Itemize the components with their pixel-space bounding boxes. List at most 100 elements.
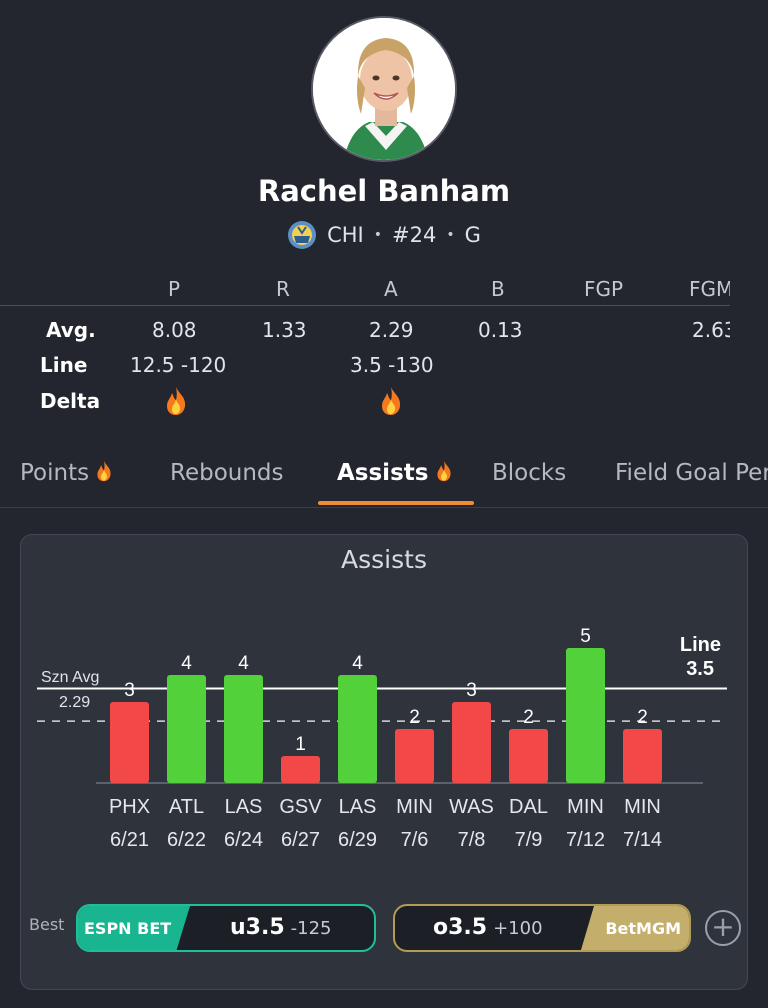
x-tick-date: 6/21 bbox=[110, 829, 149, 851]
bar-dal-7[interactable] bbox=[509, 729, 548, 783]
x-tick-opponent: MIN bbox=[396, 796, 433, 818]
x-tick-opponent: PHX bbox=[109, 796, 150, 818]
season-avg-value: 2.29 bbox=[59, 694, 90, 711]
stats-table-header: P R A B FGP FGM bbox=[0, 276, 730, 306]
column-header-p: P bbox=[168, 277, 181, 301]
bar-las-2[interactable] bbox=[224, 675, 263, 783]
assists-chart-card: Assists Szn Avg 2.29 Line 3.5 3 PHX 6/21 4 A… bbox=[20, 534, 748, 990]
stats-row-delta: Delta bbox=[0, 386, 730, 420]
bar-value-label: 2 bbox=[523, 707, 534, 728]
bar-value-label: 2 bbox=[409, 707, 420, 728]
player-avatar bbox=[311, 16, 457, 162]
x-tick-opponent: MIN bbox=[567, 796, 604, 818]
player-name: Rachel Banham bbox=[257, 174, 511, 208]
over-line: o3.5 bbox=[433, 915, 488, 940]
x-tick-date: 7/8 bbox=[458, 829, 486, 851]
bar-value-label: 5 bbox=[580, 626, 591, 647]
player-position: G bbox=[464, 223, 481, 247]
fire-icon bbox=[437, 460, 452, 482]
tab-points[interactable]: Points bbox=[20, 460, 112, 486]
column-header-fgp: FGP bbox=[584, 277, 624, 301]
x-tick-date: 7/12 bbox=[566, 829, 605, 851]
x-tick-opponent: LAS bbox=[225, 796, 263, 818]
chart-title: Assists bbox=[341, 545, 427, 574]
x-tick-opponent: MIN bbox=[624, 796, 661, 818]
espn-bet-badge: ESPN BET bbox=[78, 906, 190, 950]
over-odds-button[interactable]: o3.5 +100 BetMGM bbox=[393, 904, 691, 952]
tab-rebounds[interactable]: Rebounds bbox=[170, 460, 284, 486]
bar-min-9[interactable] bbox=[623, 729, 662, 783]
line-value: 3.5 bbox=[686, 658, 714, 680]
under-odds-button[interactable]: ESPN BET u3.5 -125 bbox=[76, 904, 376, 952]
x-tick-opponent: LAS bbox=[339, 796, 377, 818]
fire-icon bbox=[97, 460, 112, 482]
column-header-fgm: FGM bbox=[689, 277, 730, 301]
tab-field-goal-percentage[interactable]: Field Goal Percentage bbox=[615, 460, 768, 486]
under-odds-text: u3.5 -125 bbox=[230, 915, 332, 940]
x-tick-date: 7/6 bbox=[401, 829, 429, 851]
fire-icon bbox=[167, 387, 186, 415]
bar-min-5[interactable] bbox=[395, 729, 434, 783]
bar-gsv-3[interactable] bbox=[281, 756, 320, 783]
column-header-r: R bbox=[276, 277, 290, 301]
tab-rebounds-label: Rebounds bbox=[170, 460, 284, 486]
season-avg-label: Szn Avg bbox=[41, 669, 99, 686]
stat-tabs: Points Rebounds Assists Blocks Field Goa… bbox=[0, 446, 768, 508]
jersey-number: #24 bbox=[392, 223, 437, 247]
under-price: -125 bbox=[290, 918, 332, 939]
add-bet-button[interactable]: + bbox=[705, 910, 741, 946]
bar-value-label: 3 bbox=[466, 680, 477, 701]
x-tick-date: 6/24 bbox=[224, 829, 263, 851]
tab-assists[interactable]: Assists bbox=[337, 460, 452, 486]
active-tab-indicator bbox=[318, 501, 474, 505]
bar-was-6[interactable] bbox=[452, 702, 491, 783]
column-header-a: A bbox=[384, 277, 398, 301]
avg-fgm: 2.63 bbox=[692, 318, 730, 342]
x-tick-opponent: ATL bbox=[169, 796, 204, 818]
stats-row-avg: Avg. 8.08 1.33 2.29 0.13 2.63 bbox=[0, 318, 730, 346]
separator-dot: • bbox=[446, 227, 455, 243]
tab-assists-label: Assists bbox=[337, 460, 429, 486]
best-odds-label: Best bbox=[29, 915, 65, 934]
line-a: 3.5 -130 bbox=[350, 353, 434, 377]
row-label-delta: Delta bbox=[40, 389, 101, 413]
bar-phx-0[interactable] bbox=[110, 702, 149, 783]
player-photo bbox=[313, 18, 455, 160]
x-tick-date: 6/29 bbox=[338, 829, 377, 851]
fire-icon bbox=[382, 387, 401, 415]
x-tick-date: 7/14 bbox=[623, 829, 662, 851]
tab-field-goal-label: Field Goal Percentage bbox=[615, 460, 768, 486]
row-label-line: Line bbox=[40, 353, 88, 377]
bar-las-4[interactable] bbox=[338, 675, 377, 783]
assists-bar-chart: Szn Avg 2.29 Line 3.5 3 PHX 6/21 4 ATL 6/22 4 L… bbox=[37, 626, 727, 851]
row-label-avg: Avg. bbox=[46, 318, 96, 342]
tab-blocks-label: Blocks bbox=[492, 460, 567, 486]
x-tick-opponent: GSV bbox=[279, 796, 322, 818]
bar-value-label: 3 bbox=[124, 680, 135, 701]
stats-row-line: Line 12.5 -120 3.5 -130 bbox=[0, 353, 730, 381]
line-label: Line bbox=[680, 634, 721, 656]
betmgm-badge: BetMGM bbox=[581, 906, 689, 950]
avg-r: 1.33 bbox=[262, 318, 307, 342]
avg-b: 0.13 bbox=[478, 318, 523, 342]
x-tick-opponent: DAL bbox=[509, 796, 548, 818]
over-odds-text: o3.5 +100 bbox=[433, 915, 543, 940]
column-header-b: B bbox=[491, 277, 505, 301]
team-logo-icon bbox=[288, 221, 317, 249]
over-price: +100 bbox=[493, 918, 543, 939]
tab-blocks[interactable]: Blocks bbox=[492, 460, 566, 486]
bar-value-label: 1 bbox=[295, 734, 306, 755]
avg-a: 2.29 bbox=[369, 318, 414, 342]
player-info: CHI • #24 • G bbox=[0, 219, 768, 251]
bar-atl-1[interactable] bbox=[167, 675, 206, 783]
bar-value-label: 4 bbox=[352, 653, 363, 674]
x-tick-date: 6/27 bbox=[281, 829, 320, 851]
separator-dot: • bbox=[373, 227, 383, 243]
team-abbr: CHI bbox=[327, 223, 364, 247]
x-tick-date: 7/9 bbox=[515, 829, 543, 851]
bar-value-label: 4 bbox=[181, 653, 192, 674]
avg-p: 8.08 bbox=[152, 318, 197, 342]
line-p: 12.5 -120 bbox=[130, 353, 227, 377]
bar-min-8[interactable] bbox=[566, 648, 605, 783]
under-line: u3.5 bbox=[230, 915, 285, 940]
